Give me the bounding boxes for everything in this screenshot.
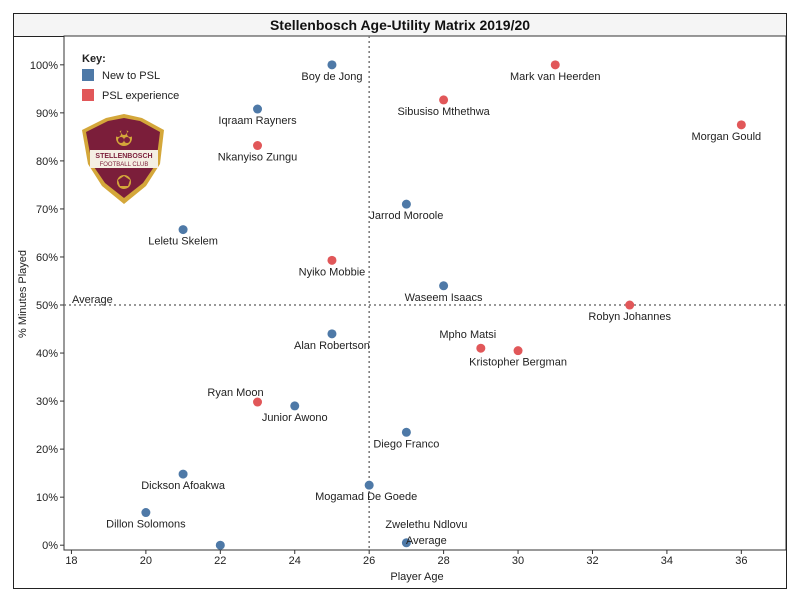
y-tick-label: 60% bbox=[36, 252, 58, 264]
point-junior-awono bbox=[290, 401, 300, 411]
point-sibusiso-mthethwa bbox=[439, 95, 449, 105]
y-tick-label: 20% bbox=[36, 444, 58, 456]
y-tick-label: 40% bbox=[36, 348, 58, 360]
label-alan-robertson: Alan Robertson bbox=[294, 340, 370, 352]
x-tick-label: 34 bbox=[661, 555, 673, 567]
point-unlabeled bbox=[215, 540, 225, 550]
x-axis-ticks: 18 20 22 24 26 28 30 32 34 36 bbox=[65, 550, 747, 567]
point-kristopher-bergman bbox=[513, 346, 523, 356]
x-tick-label: 18 bbox=[65, 555, 77, 567]
y-axis-ticks: 0% 10% 20% 30% 40% 50% 60% 70% 80% 90% 100% bbox=[30, 60, 64, 552]
x-tick-label: 28 bbox=[437, 555, 449, 567]
x-tick-label: 26 bbox=[363, 555, 375, 567]
legend-title: Key: bbox=[82, 53, 106, 65]
x-tick-label: 32 bbox=[586, 555, 598, 567]
point-morgan-gould bbox=[736, 120, 746, 130]
point-leletu-skelem bbox=[178, 225, 188, 235]
y-axis-label: % Minutes Played bbox=[17, 250, 29, 338]
club-crest-logo: STELLENBOSCH FOOTBALL CLUB bbox=[82, 114, 164, 204]
label-diego-franco: Diego Franco bbox=[373, 438, 439, 450]
point-nkanyiso-zungu bbox=[253, 141, 263, 151]
y-tick-label: 30% bbox=[36, 396, 58, 408]
x-tick-label: 20 bbox=[140, 555, 152, 567]
label-zwelethu-ndlovu: Zwelethu Ndlovu bbox=[385, 519, 467, 531]
legend-swatch-new bbox=[82, 69, 94, 81]
legend-label-psl: PSL experience bbox=[102, 90, 179, 102]
y-tick-label: 10% bbox=[36, 492, 58, 504]
point-mogamad-de-goede bbox=[364, 480, 374, 490]
legend-label-new: New to PSL bbox=[102, 70, 160, 82]
y-tick-label: 90% bbox=[36, 108, 58, 120]
label-dillon-solomons: Dillon Solomons bbox=[106, 519, 186, 531]
y-tick-label: 80% bbox=[36, 156, 58, 168]
label-morgan-gould: Morgan Gould bbox=[691, 131, 761, 143]
label-kristopher-bergman: Kristopher Bergman bbox=[469, 357, 567, 369]
scatter-chart: 18 20 22 24 26 28 30 32 34 36 0% 10% 20% 30% 40% 50% 60… bbox=[17, 35, 786, 583]
point-mpho-matsi bbox=[476, 343, 486, 353]
point-ryan-moon bbox=[253, 397, 263, 407]
label-nyiko-mobbie: Nyiko Mobbie bbox=[299, 266, 366, 278]
label-mpho-matsi: Mpho Matsi bbox=[439, 329, 496, 341]
label-nkanyiso-zungu: Nkanyiso Zungu bbox=[218, 152, 298, 164]
label-waseem-isaacs: Waseem Isaacs bbox=[405, 292, 483, 304]
y-tick-label: 50% bbox=[36, 300, 58, 312]
average-x-label: Average bbox=[406, 535, 447, 547]
y-tick-label: 0% bbox=[42, 540, 58, 552]
point-dillon-solomons bbox=[141, 508, 151, 518]
label-leletu-skelem: Leletu Skelem bbox=[148, 236, 218, 248]
label-robyn-johannes: Robyn Johannes bbox=[588, 311, 671, 323]
label-sibusiso-mthethwa: Sibusiso Mthethwa bbox=[397, 106, 490, 118]
legend-swatch-psl bbox=[82, 89, 94, 101]
point-labels: Boy de Jong Mark van Heerden Sibusiso Mthe… bbox=[106, 71, 761, 531]
label-mogamad-de-goede: Mogamad De Goede bbox=[315, 491, 417, 503]
crest-text-line2: FOOTBALL CLUB bbox=[100, 162, 149, 168]
average-lines bbox=[64, 36, 786, 550]
y-tick-label: 100% bbox=[30, 60, 58, 72]
y-tick-label: 70% bbox=[36, 204, 58, 216]
point-waseem-isaacs bbox=[439, 281, 449, 291]
label-junior-awono: Junior Awono bbox=[262, 412, 328, 424]
legend: Key: New to PSL PSL experience bbox=[82, 53, 179, 102]
x-axis-label: Player Age bbox=[390, 571, 443, 583]
x-tick-label: 30 bbox=[512, 555, 524, 567]
label-mark-van-heerden: Mark van Heerden bbox=[510, 71, 601, 83]
point-alan-robertson bbox=[327, 329, 337, 339]
x-tick-label: 36 bbox=[735, 555, 747, 567]
x-tick-label: 22 bbox=[214, 555, 226, 567]
chart-frame: Stellenbosch Age-Utility Matrix 2019/20 … bbox=[13, 13, 787, 589]
point-dickson-afoakwa bbox=[178, 469, 188, 479]
average-y-label: Average bbox=[72, 294, 113, 306]
point-robyn-johannes bbox=[625, 300, 635, 310]
point-iqraam-rayners bbox=[253, 104, 263, 114]
label-ryan-moon: Ryan Moon bbox=[207, 387, 263, 399]
crest-text-line1: STELLENBOSCH bbox=[95, 153, 152, 160]
point-nyiko-mobbie bbox=[327, 255, 337, 265]
label-dickson-afoakwa: Dickson Afoakwa bbox=[141, 480, 226, 492]
plot-area bbox=[63, 35, 786, 551]
point-jarrod-moroole bbox=[401, 199, 411, 209]
label-boy-de-jong: Boy de Jong bbox=[301, 71, 362, 83]
label-jarrod-moroole: Jarrod Moroole bbox=[369, 210, 443, 222]
point-diego-franco bbox=[401, 427, 411, 437]
data-points bbox=[141, 60, 746, 550]
point-boy-de-jong bbox=[327, 60, 337, 70]
x-tick-label: 24 bbox=[289, 555, 301, 567]
point-zwelethu-ndlovu bbox=[401, 538, 411, 548]
point-mark-van-heerden bbox=[550, 60, 560, 70]
label-iqraam-rayners: Iqraam Rayners bbox=[218, 115, 297, 127]
